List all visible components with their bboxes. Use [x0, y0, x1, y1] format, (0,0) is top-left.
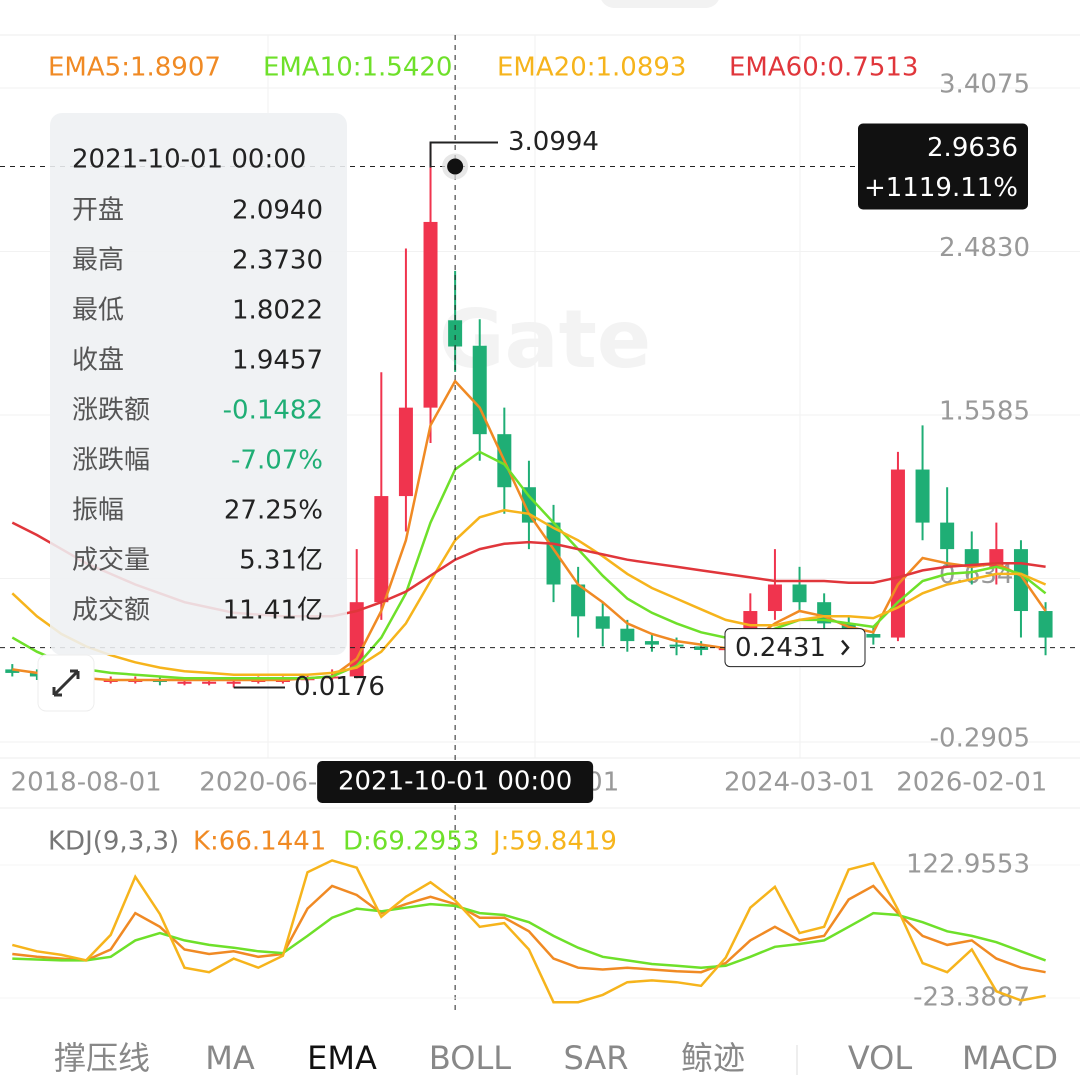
candle-body — [694, 646, 709, 650]
y-tick-label: 2.4830 — [939, 233, 1030, 263]
candle-body — [472, 345, 487, 435]
low-label: 0.0176 — [294, 672, 385, 702]
x-tick-label: 2018-08-01 — [11, 768, 162, 798]
candle-body — [571, 584, 586, 617]
candle-body — [177, 681, 192, 684]
crosshair-price: 2.9636 — [927, 133, 1018, 163]
x-tick-label: 2024-03-01 — [724, 768, 875, 798]
series-line — [12, 884, 1046, 974]
crosshair-box — [858, 123, 1028, 210]
candle-body — [29, 672, 44, 677]
x-tick-label: 2026-02-01 — [896, 768, 1047, 798]
candle-body — [964, 549, 979, 567]
tooltip-label: 成交量 — [72, 546, 150, 576]
legend-entry: K:66.1441 — [193, 827, 326, 857]
candle-body — [890, 469, 905, 638]
candle-body — [423, 221, 438, 408]
last-price-label: 0.2431 — [735, 633, 826, 663]
series-line — [12, 902, 1047, 969]
crosshair-change: +1119.11% — [864, 173, 1018, 203]
tooltip-value: 2.3730 — [232, 246, 323, 276]
tooltip-value: 2.0940 — [232, 196, 323, 226]
tooltip-label: 成交额 — [72, 596, 150, 626]
tooltip: 2021-10-01 00:00 开盘 2.0940 最高 2.3730 最低 1.802… — [50, 113, 347, 655]
price-panel: 3.40752.48301.55850.6340-0.29052018-08-0… — [0, 35, 1080, 1010]
candle-body — [398, 407, 413, 497]
tab[interactable]: MA — [205, 1039, 255, 1077]
candle-body — [866, 634, 881, 638]
candle-body — [5, 669, 20, 673]
candle-body — [448, 320, 463, 347]
tooltip-title: 2021-10-01 00:00 — [72, 145, 306, 175]
candle-body — [595, 616, 610, 629]
candle-body — [644, 641, 659, 645]
candle-body — [546, 522, 561, 585]
tooltip-label: 开盘 — [72, 196, 124, 226]
series-line — [11, 859, 1046, 1004]
candle-body — [1038, 611, 1053, 638]
legend-entry: J:59.8419 — [491, 827, 617, 857]
y-tick-label: 3.4075 — [939, 69, 1030, 99]
y-tick-label: 1.5585 — [939, 396, 1030, 426]
candle-body — [767, 584, 782, 612]
tooltip-bg — [50, 113, 347, 655]
legend-entry: EMA60:0.7513 — [729, 53, 918, 83]
tab[interactable]: EMA — [307, 1039, 377, 1077]
tab[interactable]: BOLL — [429, 1039, 511, 1077]
tab[interactable]: MACD — [962, 1039, 1058, 1077]
candle-body — [669, 644, 684, 647]
legend-entry: EMA10:1.5420 — [263, 53, 452, 83]
candle-body — [940, 522, 955, 550]
candle-body — [1013, 549, 1028, 612]
tooltip-value: 27.25% — [224, 496, 323, 526]
x-tick-label: 2020-06- — [199, 768, 317, 798]
tooltip-label: 涨跌额 — [72, 396, 150, 426]
legend-entry: EMA20:1.0893 — [497, 53, 686, 83]
candle-body — [620, 628, 635, 642]
candle-body — [792, 584, 807, 603]
tooltip-value: -0.1482 — [223, 396, 323, 426]
watermark: Gate — [439, 293, 651, 386]
candle-body — [226, 681, 241, 684]
legend-entry: D:69.2953 — [343, 827, 479, 857]
tab[interactable]: 鲸迹 — [681, 1039, 745, 1077]
tooltip-label: 涨跌幅 — [72, 446, 150, 476]
chevron — [841, 639, 850, 656]
y-tick-label: 122.9553 — [906, 850, 1030, 880]
y-tick-label: -0.2905 — [930, 723, 1030, 753]
candle-body — [349, 602, 364, 677]
candle-body — [915, 469, 930, 523]
tab[interactable]: VOL — [848, 1039, 913, 1077]
crosshair-date-box — [317, 761, 594, 803]
crosshair-dot — [447, 158, 464, 175]
tooltip-value: -7.07% — [231, 446, 323, 476]
legend-entry: EMA5:1.8907 — [48, 53, 221, 83]
tooltip-label: 振幅 — [72, 496, 124, 526]
candle-body — [374, 496, 389, 603]
panel-title: KDJ(9,3,3) — [48, 827, 179, 857]
crosshair-date: 2021-10-01 00:00 — [338, 767, 572, 797]
tab[interactable]: 撑压线 — [54, 1039, 150, 1077]
tooltip-value: 5.31亿 — [239, 546, 323, 576]
tooltip-value: 11.41亿 — [223, 596, 323, 626]
tab[interactable]: SAR — [563, 1039, 628, 1077]
tooltip-label: 最高 — [72, 246, 124, 276]
series-line — [11, 450, 1047, 680]
last-price-box[interactable] — [724, 628, 866, 668]
high-label: 3.0994 — [508, 127, 599, 157]
series-line — [11, 508, 1047, 676]
tooltip-value: 1.8022 — [232, 296, 323, 326]
tooltip-label: 收盘 — [72, 346, 124, 376]
candle-body — [202, 681, 217, 684]
high-marker — [429, 141, 498, 168]
tooltip-value: 1.9457 — [232, 346, 323, 376]
tooltip-label: 最低 — [72, 296, 124, 326]
expand-icon — [52, 669, 80, 697]
tabs: 撑压线 MA EMA BOLL SAR 鲸迹 VOL MACD — [54, 1039, 1058, 1077]
handle — [601, 0, 719, 8]
